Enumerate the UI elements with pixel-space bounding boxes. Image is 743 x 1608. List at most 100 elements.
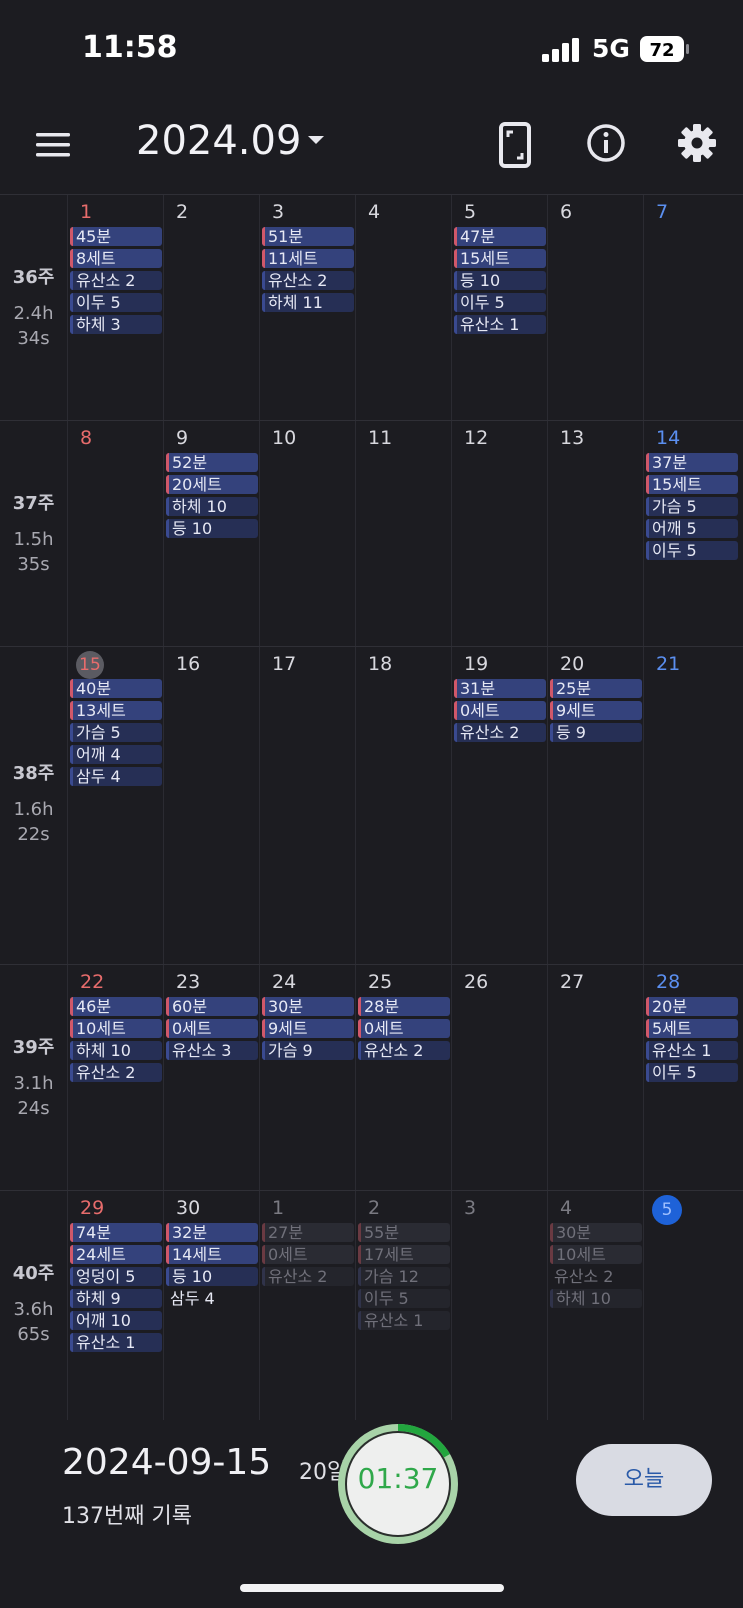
muscle-group-chip: 하체 10 — [70, 1041, 162, 1060]
muscle-group-chip: 등 10 — [166, 1267, 258, 1286]
day-cell[interactable]: 14 37분 15세트 가슴 5 어깨 5 이두 5 — [644, 421, 740, 646]
workout-summary-chip: 24세트 — [70, 1245, 162, 1264]
muscle-group-chip: 유산소 1 — [70, 1333, 162, 1352]
day-cell[interactable]: 28 20분 5세트 유산소 1 이두 5 — [644, 965, 740, 1190]
day-number: 3 — [464, 1197, 477, 1219]
record-count: 137번째 기록 — [62, 1504, 192, 1529]
muscle-group-chip: 어깨 10 — [70, 1311, 162, 1330]
week-number: 37주 — [12, 493, 55, 514]
workout-summary-chip: 32분 — [166, 1223, 258, 1242]
day-cell[interactable]: 4 30분 10세트 유산소 2 하체 10 — [548, 1191, 644, 1420]
muscle-group-chip: 가슴 12 — [358, 1267, 450, 1286]
week-seconds: 35s — [17, 554, 50, 575]
day-cell[interactable]: 30 32분 14세트 등 10 삼두 4 — [164, 1191, 260, 1420]
day-cell[interactable]: 26 — [452, 965, 548, 1190]
day-cell[interactable]: 25 28분 0세트 유산소 2 — [356, 965, 452, 1190]
workout-summary-chip: 74분 — [70, 1223, 162, 1242]
network-type: 5G — [592, 34, 630, 63]
timer-button[interactable] — [336, 1422, 460, 1546]
workout-summary-chip: 8세트 — [70, 249, 162, 268]
day-cell[interactable]: 1 45분 8세트 유산소 2 이두 5 하체 3 — [68, 195, 164, 420]
day-cell[interactable]: 17 — [260, 647, 356, 964]
day-cell[interactable]: 7 — [644, 195, 740, 420]
workout-entries: 52분 20세트 하체 10 등 10 — [166, 453, 258, 541]
day-cell[interactable]: 29 74분 24세트 엉덩이 5 하체 9 어깨 10 유산소 1 — [68, 1191, 164, 1420]
app-bar: 2024.09 — [0, 100, 743, 192]
muscle-group-chip: 유산소 2 — [262, 1267, 354, 1286]
menu-icon[interactable] — [34, 130, 72, 160]
battery-level: 72 — [649, 40, 674, 61]
day-cell[interactable]: 4 — [356, 195, 452, 420]
day-cell[interactable]: 22 46분 10세트 하체 10 유산소 2 — [68, 965, 164, 1190]
day-cell[interactable]: 1 27분 0세트 유산소 2 — [260, 1191, 356, 1420]
day-cell[interactable]: 2 55분 17세트 가슴 12 이두 5 유산소 1 — [356, 1191, 452, 1420]
workout-summary-chip: 17세트 — [358, 1245, 450, 1264]
day-cell[interactable]: 8 — [68, 421, 164, 646]
day-cell[interactable]: 3 51분 11세트 유산소 2 하체 11 — [260, 195, 356, 420]
day-number: 23 — [176, 971, 201, 993]
muscle-group-chip: 유산소 2 — [70, 1063, 162, 1082]
phone-frame-icon[interactable] — [497, 122, 533, 168]
day-number: 15 — [76, 651, 104, 679]
muscle-group-chip: 하체 3 — [70, 315, 162, 334]
week-number: 38주 — [12, 763, 55, 784]
day-cell[interactable]: 2 — [164, 195, 260, 420]
day-number: 5 — [652, 1195, 682, 1225]
week-seconds: 34s — [17, 328, 50, 349]
workout-entries: 55분 17세트 가슴 12 이두 5 유산소 1 — [358, 1223, 450, 1333]
day-cell[interactable]: 6 — [548, 195, 644, 420]
day-cell[interactable]: 19 31분 0세트 유산소 2 — [452, 647, 548, 964]
workout-entries: 30분 10세트 유산소 2 하체 10 — [550, 1223, 642, 1311]
workout-summary-chip: 20분 — [646, 997, 738, 1016]
gear-icon[interactable] — [676, 122, 718, 164]
status-bar: 11:58 5G 72 — [0, 0, 743, 100]
day-cell[interactable]: 13 — [548, 421, 644, 646]
calendar-grid: 36주 2.4h 34s 1 45분 8세트 유산소 2 이두 5 하체 3 2 3 51분 11세트 유… — [0, 194, 743, 1420]
today-button[interactable]: 오늘 — [576, 1444, 712, 1516]
day-cell[interactable]: 20 25분 9세트 등 9 — [548, 647, 644, 964]
workout-summary-chip: 46분 — [70, 997, 162, 1016]
week-number: 40주 — [12, 1263, 55, 1284]
chevron-down-icon[interactable] — [306, 134, 326, 146]
day-cell[interactable]: 24 30분 9세트 가슴 9 — [260, 965, 356, 1190]
workout-summary-chip: 15세트 — [646, 475, 738, 494]
workout-summary-chip: 10세트 — [70, 1019, 162, 1038]
day-number: 27 — [560, 971, 585, 993]
day-number: 11 — [368, 427, 393, 449]
day-cell[interactable]: 15 40분 13세트 가슴 5 어깨 4 삼두 4 — [68, 647, 164, 964]
day-number: 21 — [656, 653, 681, 675]
day-cell[interactable]: 10 — [260, 421, 356, 646]
muscle-group-chip: 유산소 1 — [646, 1041, 738, 1060]
day-cell[interactable]: 5 47분 15세트 등 10 이두 5 유산소 1 — [452, 195, 548, 420]
day-cell[interactable]: 3 — [452, 1191, 548, 1420]
day-cell[interactable]: 5 — [644, 1191, 740, 1420]
day-cell[interactable]: 9 52분 20세트 하체 10 등 10 — [164, 421, 260, 646]
day-number: 2 — [176, 201, 189, 223]
week-hours: 3.6h — [13, 1299, 54, 1320]
week-summary: 39주 3.1h 24s — [0, 965, 68, 1190]
day-cell[interactable]: 21 — [644, 647, 740, 964]
day-cell[interactable]: 27 — [548, 965, 644, 1190]
day-number: 29 — [80, 1197, 105, 1219]
day-cell[interactable]: 16 — [164, 647, 260, 964]
workout-entries: 30분 9세트 가슴 9 — [262, 997, 354, 1063]
day-cell[interactable]: 23 60분 0세트 유산소 3 — [164, 965, 260, 1190]
week-summary: 36주 2.4h 34s — [0, 195, 68, 420]
muscle-group-chip: 등 10 — [454, 271, 546, 290]
week-hours: 3.1h — [13, 1073, 54, 1094]
muscle-group-chip: 유산소 2 — [70, 271, 162, 290]
workout-summary-chip: 30분 — [550, 1223, 642, 1242]
muscle-group-chip: 하체 10 — [166, 497, 258, 516]
status-time: 11:58 — [82, 30, 178, 65]
day-cell[interactable]: 18 — [356, 647, 452, 964]
workout-entries: 51분 11세트 유산소 2 하체 11 — [262, 227, 354, 315]
workout-summary-chip: 51분 — [262, 227, 354, 246]
day-number: 5 — [464, 201, 477, 223]
muscle-group-chip: 유산소 3 — [166, 1041, 258, 1060]
day-number: 16 — [176, 653, 201, 675]
muscle-group-chip: 삼두 4 — [170, 1289, 215, 1308]
day-cell[interactable]: 11 — [356, 421, 452, 646]
day-cell[interactable]: 12 — [452, 421, 548, 646]
info-icon[interactable] — [585, 122, 627, 164]
month-title[interactable]: 2024.09 — [136, 118, 302, 164]
